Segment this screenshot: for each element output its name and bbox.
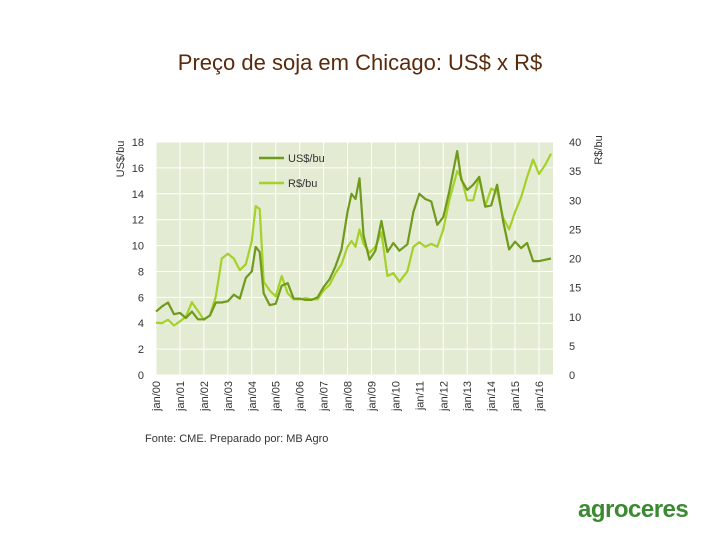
source-note: Fonte: CME. Preparado por: MB Agro bbox=[145, 433, 329, 445]
legend-label: US$/bu bbox=[288, 153, 325, 165]
x-tick-label: jan/11 bbox=[414, 381, 426, 411]
x-tick-label: jan/01 bbox=[175, 381, 187, 412]
y-tick-label-left: 4 bbox=[138, 318, 144, 330]
brand-logo: agroceres bbox=[578, 496, 689, 523]
x-tick-label: jan/09 bbox=[366, 381, 378, 412]
y-tick-label-left: 12 bbox=[132, 215, 144, 227]
y-tick-label-left: 18 bbox=[132, 137, 144, 149]
y-tick-label-left: 14 bbox=[132, 189, 144, 201]
y-tick-label-left: 2 bbox=[138, 344, 144, 356]
y-tick-label-left: 6 bbox=[138, 292, 144, 304]
y-axis-title-right: R$/bu bbox=[593, 135, 605, 164]
x-tick-label: jan/14 bbox=[486, 381, 498, 412]
y-tick-label-right: 30 bbox=[569, 195, 581, 207]
y-tick-label-right: 15 bbox=[569, 283, 581, 295]
x-tick-label: jan/07 bbox=[319, 381, 331, 412]
series-line-usd bbox=[155, 150, 552, 321]
y-tick-label-right: 35 bbox=[569, 166, 581, 178]
y-tick-label-right: 10 bbox=[569, 312, 581, 324]
y-tick-label-left: 10 bbox=[132, 241, 144, 253]
x-tick-label: jan/03 bbox=[223, 381, 235, 412]
y-tick-label-left: 8 bbox=[138, 266, 144, 278]
chart-title: Preço de soja em Chicago: US$ x R$ bbox=[177, 50, 543, 75]
legend-label: R$/bu bbox=[288, 178, 317, 190]
x-tick-label: jan/15 bbox=[510, 381, 522, 412]
plot-area bbox=[156, 142, 553, 375]
x-tick-label: jan/08 bbox=[343, 381, 355, 412]
x-tick-label: jan/13 bbox=[462, 381, 474, 412]
y-axis-title-left: US$/bu bbox=[115, 141, 127, 178]
y-tick-label-left: 16 bbox=[132, 163, 144, 175]
x-tick-label: jan/16 bbox=[534, 381, 546, 412]
y-tick-label-right: 5 bbox=[569, 341, 575, 353]
x-tick-label: jan/04 bbox=[247, 381, 259, 412]
y-tick-label-right: 20 bbox=[569, 254, 581, 266]
y-tick-label-left: 0 bbox=[138, 370, 144, 382]
y-tick-label-right: 0 bbox=[569, 370, 575, 382]
x-tick-label: jan/05 bbox=[271, 381, 283, 412]
y-tick-label-right: 40 bbox=[569, 137, 581, 149]
y-tick-label-right: 25 bbox=[569, 224, 581, 236]
x-tick-label: jan/00 bbox=[151, 381, 163, 412]
x-tick-label: jan/12 bbox=[438, 381, 450, 412]
x-tick-label: jan/10 bbox=[390, 381, 402, 412]
x-tick-label: jan/06 bbox=[295, 381, 307, 412]
x-tick-label: jan/02 bbox=[199, 381, 211, 412]
